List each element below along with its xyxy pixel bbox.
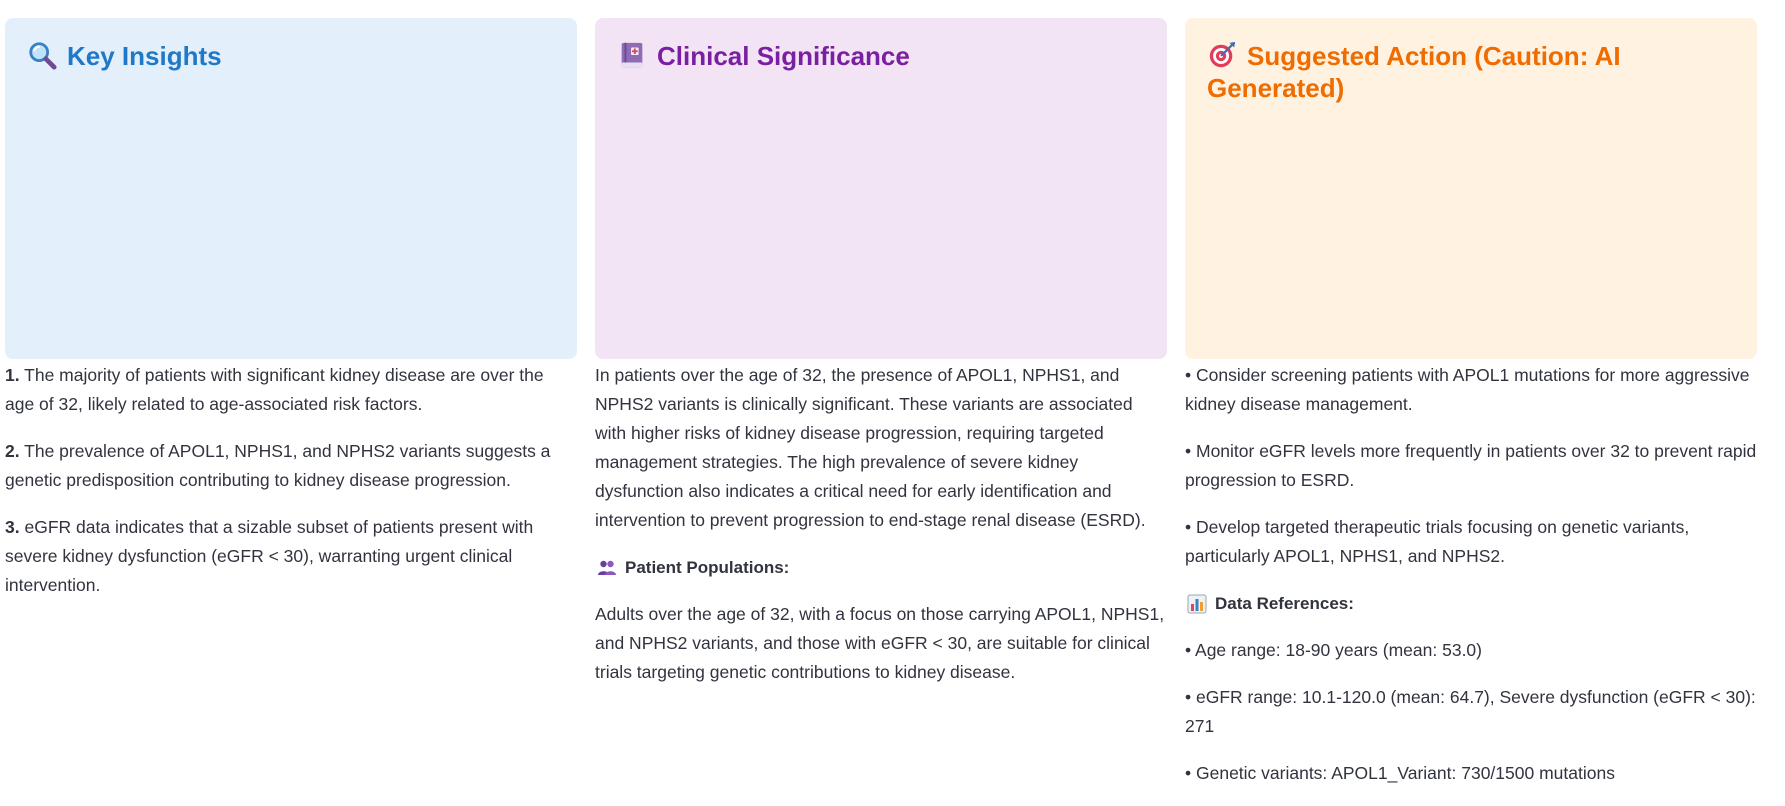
clinical-significance-body: In patients over the age of 32, the pres… <box>595 361 1167 687</box>
reference-item: • eGFR range: 10.1-120.0 (mean: 64.7), S… <box>1185 687 1756 736</box>
suggested-action-card: Suggested Action (Caution: AI Generated) <box>1185 18 1757 359</box>
suggested-action-column: Suggested Action (Caution: AI Generated)… <box>1185 18 1757 806</box>
key-insights-list: 1. The majority of patients with signifi… <box>5 361 577 600</box>
action-item: • Consider screening patients with APOL1… <box>1185 365 1750 414</box>
clinical-significance-card: Clinical Significance <box>595 18 1167 359</box>
clinical-significance-column: Clinical Significance In patients over t… <box>595 18 1167 806</box>
data-references-heading: Data References: <box>1185 589 1757 618</box>
key-insights-title: Key Insights <box>27 40 559 72</box>
patient-populations-heading: Patient Populations: <box>595 553 1167 582</box>
reference-item: • Genetic variants: APOL1_Variant: 730/1… <box>1185 763 1615 783</box>
medical-book-icon <box>621 42 643 68</box>
people-icon <box>598 560 616 575</box>
bar-chart-icon <box>1187 594 1207 613</box>
insight-item: 1. The majority of patients with signifi… <box>5 365 544 414</box>
insight-item: 3. eGFR data indicates that a sizable su… <box>5 517 534 595</box>
target-icon <box>1209 41 1236 68</box>
magnifying-glass-icon <box>29 42 57 70</box>
patient-populations-text: Adults over the age of 32, with a focus … <box>595 604 1165 682</box>
suggested-action-body: • Consider screening patients with APOL1… <box>1185 361 1757 788</box>
action-item: • Monitor eGFR levels more frequently in… <box>1185 441 1757 490</box>
key-insights-column: Key Insights 1. The majority of patients… <box>5 18 577 806</box>
action-item: • Develop targeted therapeutic trials fo… <box>1185 517 1690 566</box>
clinical-paragraph: In patients over the age of 32, the pres… <box>595 365 1146 530</box>
insight-item: 2. The prevalence of APOL1, NPHS1, and N… <box>5 441 551 490</box>
reference-item: • Age range: 18-90 years (mean: 53.0) <box>1185 640 1482 660</box>
clinical-significance-title: Clinical Significance <box>617 40 1149 72</box>
key-insights-card: Key Insights <box>5 18 577 359</box>
insights-columns: Key Insights 1. The majority of patients… <box>5 18 1757 806</box>
suggested-action-title: Suggested Action (Caution: AI Generated) <box>1207 41 1621 103</box>
